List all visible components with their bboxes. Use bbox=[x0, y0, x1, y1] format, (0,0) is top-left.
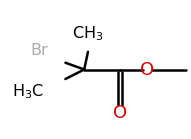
Text: O: O bbox=[113, 104, 127, 122]
Text: H$_3$C: H$_3$C bbox=[12, 82, 44, 101]
Text: O: O bbox=[140, 60, 154, 79]
Text: CH$_3$: CH$_3$ bbox=[72, 25, 104, 43]
Text: Br: Br bbox=[30, 43, 48, 58]
